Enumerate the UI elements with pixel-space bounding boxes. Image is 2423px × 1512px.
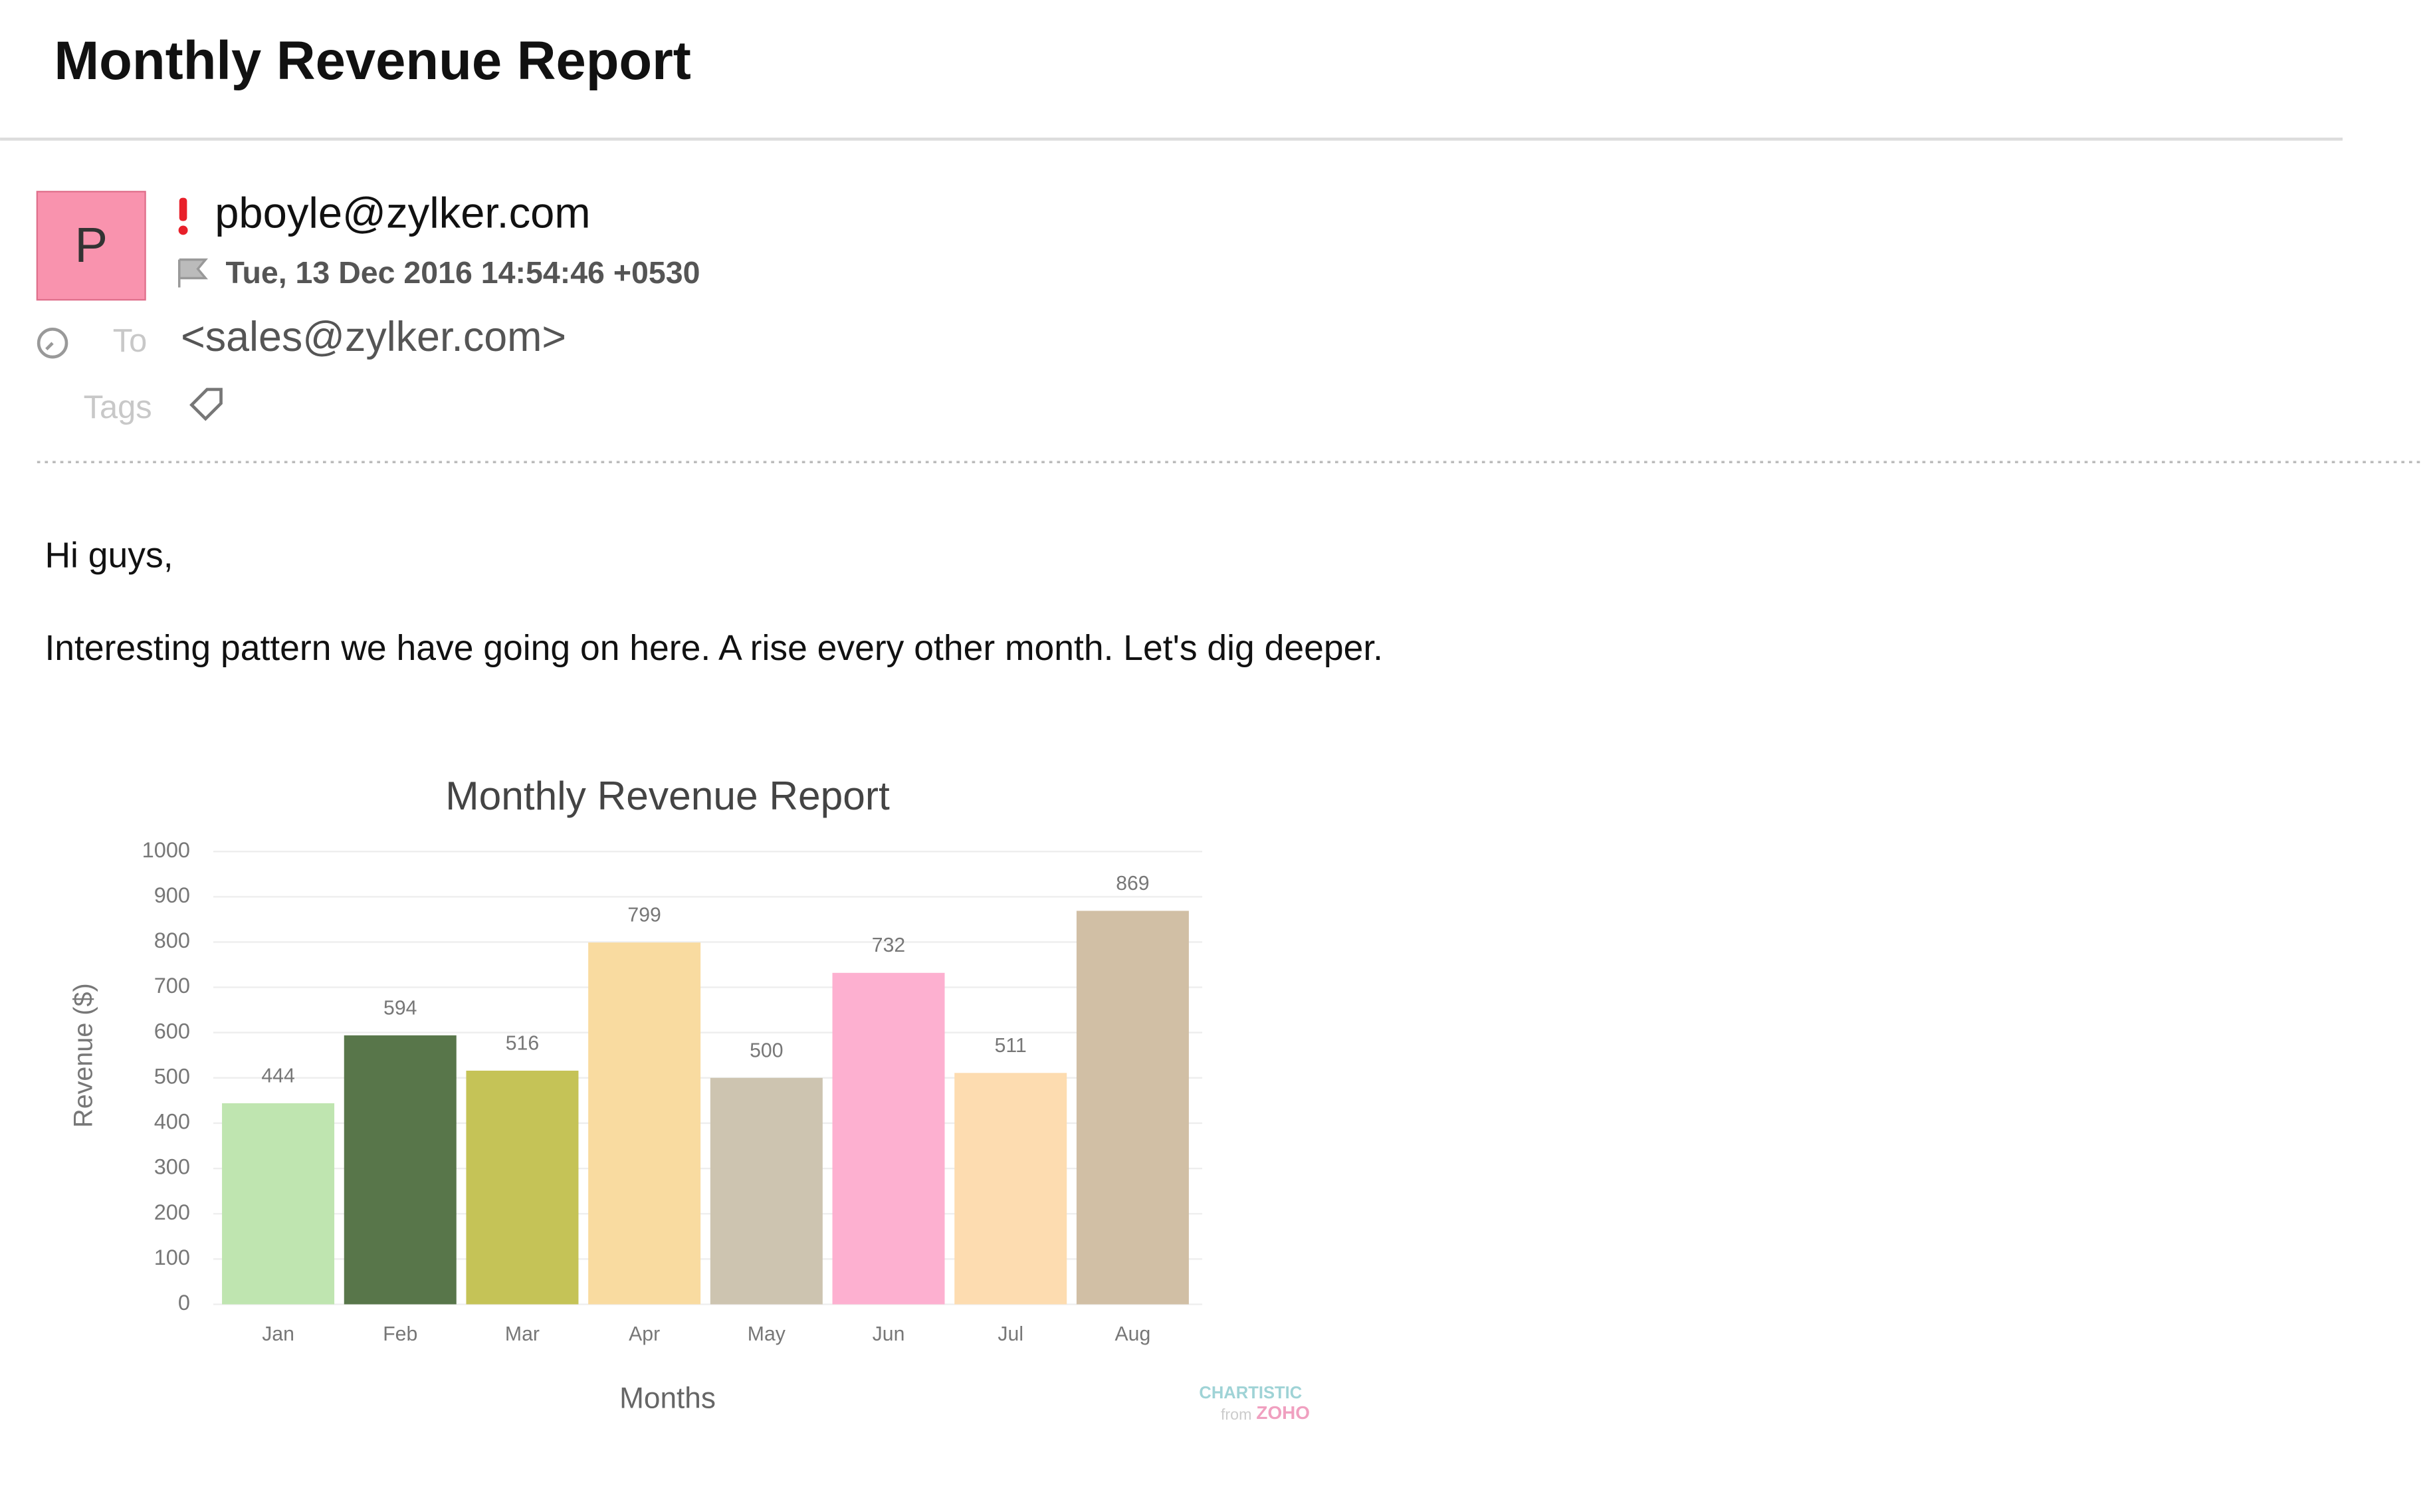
x-tick-label: Jan	[262, 1323, 294, 1345]
recipient[interactable]: <sales@zylker.com>	[181, 314, 566, 360]
greeting: Hi guys,	[45, 536, 173, 576]
y-tick-label: 200	[154, 1200, 190, 1224]
value-label: 511	[995, 1035, 1027, 1057]
bar	[344, 1035, 457, 1305]
to-label: To	[113, 323, 148, 359]
body-text: Interesting pattern we have going on her…	[45, 629, 1383, 668]
date: Tue, 13 Dec 2016 14:54:46 +0530	[226, 255, 700, 290]
value-label: 869	[1116, 873, 1149, 895]
priority-icon	[179, 197, 187, 221]
avatar	[36, 191, 146, 301]
bar	[222, 1103, 335, 1305]
avatar-letter: P	[74, 217, 108, 272]
x-tick-label: Jul	[998, 1323, 1023, 1345]
bar	[710, 1077, 823, 1305]
priority-icon	[178, 225, 188, 235]
watermark-brand: ZOHO	[1256, 1402, 1310, 1423]
y-axis-label: Revenue ($)	[68, 983, 98, 1127]
clock-icon[interactable]	[37, 327, 68, 359]
x-tick-label: Feb	[383, 1323, 417, 1345]
value-label: 594	[383, 997, 417, 1019]
chart-title: Monthly Revenue Report	[445, 773, 890, 818]
y-tick-label: 700	[154, 974, 190, 998]
y-tick-label: 500	[154, 1064, 190, 1088]
x-tick-label: May	[748, 1323, 786, 1345]
x-tick-label: Jun	[873, 1323, 905, 1345]
bar	[954, 1073, 1067, 1305]
y-tick-label: 400	[154, 1110, 190, 1134]
bar	[1076, 911, 1189, 1305]
subject: Monthly Revenue Report	[54, 31, 691, 91]
sender[interactable]: pboyle@zylker.com	[215, 189, 590, 237]
value-label: 799	[627, 905, 661, 926]
chart: Monthly Revenue Report Revenue ($) Month…	[68, 773, 1310, 1423]
flag-icon[interactable]	[178, 258, 209, 288]
y-tick-label: 600	[154, 1019, 190, 1043]
y-tick-label: 800	[154, 928, 190, 952]
tags-label: Tags	[84, 389, 152, 425]
watermark-from: from	[1221, 1406, 1252, 1423]
tag-icon[interactable]	[189, 387, 223, 421]
y-tick-label: 900	[154, 883, 190, 907]
bar	[466, 1070, 579, 1305]
x-tick-label: Apr	[629, 1323, 660, 1345]
bar	[832, 972, 945, 1305]
y-tick-label: 0	[178, 1291, 190, 1315]
value-label: 444	[261, 1065, 294, 1087]
y-tick-label: 300	[154, 1155, 190, 1179]
x-axis-label: Months	[619, 1382, 716, 1414]
x-tick-label: Aug	[1115, 1323, 1151, 1345]
y-tick-label: 1000	[142, 838, 190, 862]
clock-icon	[45, 342, 54, 351]
value-label: 500	[750, 1039, 783, 1061]
y-tick-label: 100	[154, 1245, 190, 1269]
value-label: 516	[506, 1032, 539, 1054]
bar	[588, 942, 701, 1305]
value-label: 732	[872, 934, 905, 956]
x-tick-label: Mar	[505, 1323, 540, 1345]
watermark: CHARTISTIC	[1199, 1384, 1302, 1402]
